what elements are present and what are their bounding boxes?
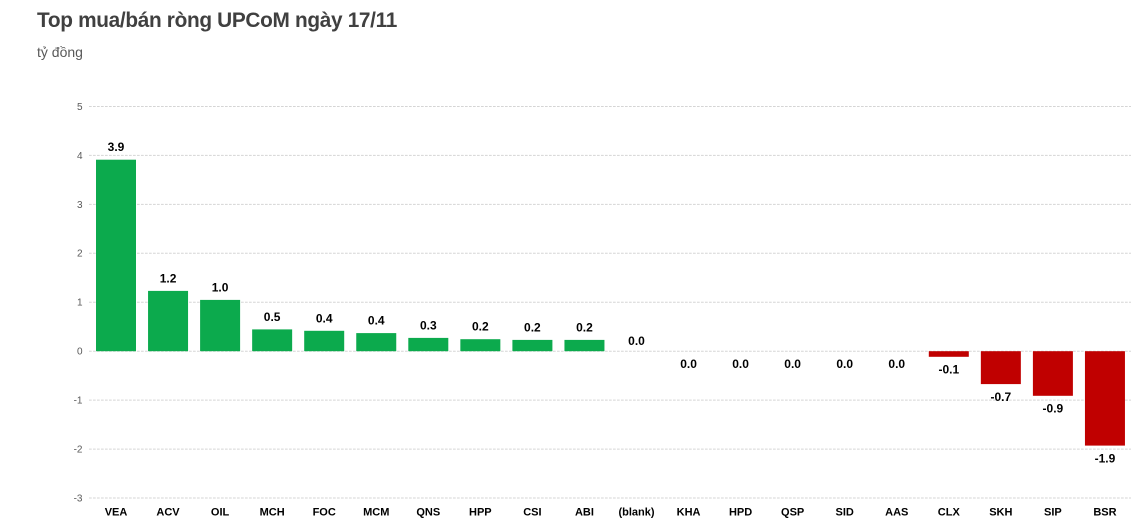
svg-text:-0.7: -0.7 bbox=[991, 390, 1012, 404]
svg-text:0.0: 0.0 bbox=[888, 357, 905, 371]
svg-text:QNS: QNS bbox=[416, 507, 440, 519]
svg-text:-1.9: -1.9 bbox=[1095, 451, 1116, 465]
svg-text:2: 2 bbox=[77, 249, 83, 260]
svg-text:0.0: 0.0 bbox=[732, 357, 749, 371]
svg-text:-0.1: -0.1 bbox=[938, 363, 959, 377]
svg-text:0.3: 0.3 bbox=[420, 318, 437, 332]
svg-text:0.2: 0.2 bbox=[524, 320, 541, 334]
svg-text:0.0: 0.0 bbox=[680, 357, 697, 371]
svg-text:-3: -3 bbox=[74, 493, 83, 504]
svg-text:3: 3 bbox=[77, 200, 83, 211]
svg-text:0.0: 0.0 bbox=[784, 357, 801, 371]
svg-text:4: 4 bbox=[77, 151, 83, 162]
svg-text:-1: -1 bbox=[74, 396, 83, 407]
svg-text:MCM: MCM bbox=[363, 507, 389, 519]
svg-text:3.9: 3.9 bbox=[108, 140, 125, 154]
svg-text:0.5: 0.5 bbox=[264, 310, 281, 324]
svg-text:CSI: CSI bbox=[523, 507, 541, 519]
svg-text:0.4: 0.4 bbox=[368, 314, 385, 328]
svg-text:0.2: 0.2 bbox=[472, 320, 489, 334]
svg-text:0.4: 0.4 bbox=[316, 311, 333, 325]
svg-text:1.0: 1.0 bbox=[212, 280, 229, 294]
svg-text:ACV: ACV bbox=[156, 507, 180, 519]
svg-text:FOC: FOC bbox=[313, 507, 336, 519]
svg-text:1.2: 1.2 bbox=[160, 271, 177, 285]
svg-text:HPP: HPP bbox=[469, 507, 492, 519]
svg-text:BSR: BSR bbox=[1093, 507, 1116, 519]
svg-text:SID: SID bbox=[836, 507, 854, 519]
svg-text:QSP: QSP bbox=[781, 507, 804, 519]
svg-text:SIP: SIP bbox=[1044, 507, 1062, 519]
svg-text:ABI: ABI bbox=[575, 507, 594, 519]
svg-text:KHA: KHA bbox=[677, 507, 701, 519]
svg-text:VEA: VEA bbox=[105, 507, 128, 519]
svg-text:SKH: SKH bbox=[989, 507, 1012, 519]
svg-text:-2: -2 bbox=[74, 445, 83, 456]
svg-text:0.0: 0.0 bbox=[836, 357, 853, 371]
svg-text:-0.9: -0.9 bbox=[1043, 402, 1064, 416]
svg-text:CLX: CLX bbox=[938, 507, 961, 519]
svg-text:0.0: 0.0 bbox=[628, 334, 645, 348]
svg-text:MCH: MCH bbox=[260, 507, 285, 519]
svg-text:(blank): (blank) bbox=[618, 507, 654, 519]
svg-text:5: 5 bbox=[77, 102, 83, 113]
svg-text:1: 1 bbox=[77, 298, 83, 309]
svg-text:HPD: HPD bbox=[729, 507, 752, 519]
svg-text:0: 0 bbox=[77, 347, 83, 358]
svg-text:0.2: 0.2 bbox=[576, 320, 593, 334]
svg-text:OIL: OIL bbox=[211, 507, 230, 519]
svg-text:AAS: AAS bbox=[885, 507, 908, 519]
